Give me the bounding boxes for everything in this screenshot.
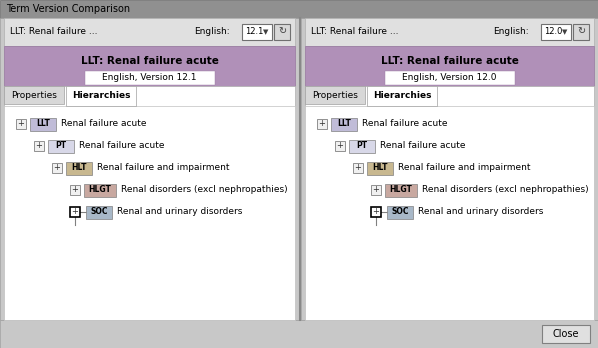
Text: HLT: HLT: [372, 164, 388, 173]
Text: ↻: ↻: [278, 26, 286, 36]
Bar: [66, 161, 92, 174]
Bar: [86, 206, 112, 219]
Text: Hierarchies: Hierarchies: [373, 92, 431, 101]
Bar: [84, 71, 215, 85]
Text: Renal failure acute: Renal failure acute: [79, 142, 164, 150]
Bar: [305, 106, 594, 320]
Text: 12.1: 12.1: [245, 27, 263, 37]
Bar: [331, 118, 357, 130]
Text: Renal failure and impairment: Renal failure and impairment: [97, 164, 230, 173]
Bar: [385, 71, 514, 85]
Text: LLT: Renal failure ...: LLT: Renal failure ...: [311, 27, 398, 37]
Text: +: +: [337, 142, 343, 150]
Text: +: +: [355, 164, 361, 173]
Bar: [367, 86, 437, 106]
Text: SOC: SOC: [90, 207, 108, 216]
Bar: [371, 207, 381, 217]
Bar: [573, 24, 589, 40]
Text: ↻: ↻: [577, 26, 585, 36]
Bar: [84, 183, 116, 197]
Bar: [371, 185, 381, 195]
Text: Renal disorders (excl nephropathies): Renal disorders (excl nephropathies): [121, 185, 288, 195]
Bar: [4, 106, 295, 320]
Text: +: +: [373, 207, 380, 216]
Text: Hierarchies: Hierarchies: [72, 92, 130, 101]
Text: Renal failure and impairment: Renal failure and impairment: [398, 164, 530, 173]
Text: +: +: [35, 142, 42, 150]
Text: +: +: [72, 207, 78, 216]
Bar: [274, 24, 290, 40]
Text: LLT: LLT: [36, 119, 50, 128]
Bar: [16, 119, 26, 129]
Text: LLT: Renal failure ...: LLT: Renal failure ...: [10, 27, 97, 37]
Text: English, Version 12.0: English, Version 12.0: [402, 73, 497, 82]
Bar: [305, 46, 594, 86]
Text: LLT: Renal failure acute: LLT: Renal failure acute: [81, 56, 218, 66]
Text: Renal disorders (excl nephropathies): Renal disorders (excl nephropathies): [422, 185, 588, 195]
Bar: [541, 24, 571, 40]
Bar: [242, 24, 272, 40]
Text: Properties: Properties: [312, 90, 358, 100]
Bar: [0, 18, 299, 320]
Text: LLT: Renal failure acute: LLT: Renal failure acute: [380, 56, 518, 66]
Bar: [4, 86, 295, 108]
Text: +: +: [54, 164, 60, 173]
Text: +: +: [319, 119, 325, 128]
Bar: [367, 161, 393, 174]
Bar: [305, 86, 365, 104]
Bar: [0, 0, 598, 18]
Text: 12.0: 12.0: [544, 27, 562, 37]
Bar: [4, 18, 295, 46]
Text: SOC: SOC: [391, 207, 409, 216]
Text: LLT: LLT: [337, 119, 351, 128]
Text: English, Version 12.1: English, Version 12.1: [102, 73, 197, 82]
Text: Renal and urinary disorders: Renal and urinary disorders: [117, 207, 242, 216]
Bar: [301, 18, 598, 320]
Bar: [542, 325, 590, 343]
Bar: [4, 86, 64, 104]
Text: +: +: [373, 185, 380, 195]
Bar: [0, 320, 598, 348]
Bar: [305, 18, 594, 46]
Bar: [385, 183, 417, 197]
Bar: [52, 163, 62, 173]
Bar: [70, 185, 80, 195]
Text: PT: PT: [56, 142, 66, 150]
Text: HLGT: HLGT: [389, 185, 413, 195]
Text: +: +: [17, 119, 25, 128]
Text: Term Version Comparison: Term Version Comparison: [6, 4, 130, 14]
Text: Properties: Properties: [11, 90, 57, 100]
Text: ▼: ▼: [562, 29, 568, 35]
Bar: [335, 141, 345, 151]
Text: Renal failure acute: Renal failure acute: [380, 142, 465, 150]
Text: HLGT: HLGT: [89, 185, 111, 195]
Text: Renal failure acute: Renal failure acute: [61, 119, 147, 128]
Bar: [34, 141, 44, 151]
Bar: [48, 140, 74, 152]
Text: HLT: HLT: [71, 164, 87, 173]
Text: Renal and urinary disorders: Renal and urinary disorders: [418, 207, 544, 216]
Bar: [353, 163, 363, 173]
Text: ▼: ▼: [263, 29, 269, 35]
Text: English:: English:: [194, 27, 230, 37]
Bar: [317, 119, 327, 129]
Bar: [387, 206, 413, 219]
Bar: [66, 86, 136, 106]
Bar: [70, 207, 80, 217]
Text: Close: Close: [553, 329, 579, 339]
Text: English:: English:: [493, 27, 529, 37]
Bar: [4, 46, 295, 86]
Text: Renal failure acute: Renal failure acute: [362, 119, 447, 128]
Text: +: +: [72, 185, 78, 195]
Bar: [30, 118, 56, 130]
Bar: [349, 140, 375, 152]
Text: PT: PT: [356, 142, 368, 150]
Bar: [305, 86, 594, 108]
